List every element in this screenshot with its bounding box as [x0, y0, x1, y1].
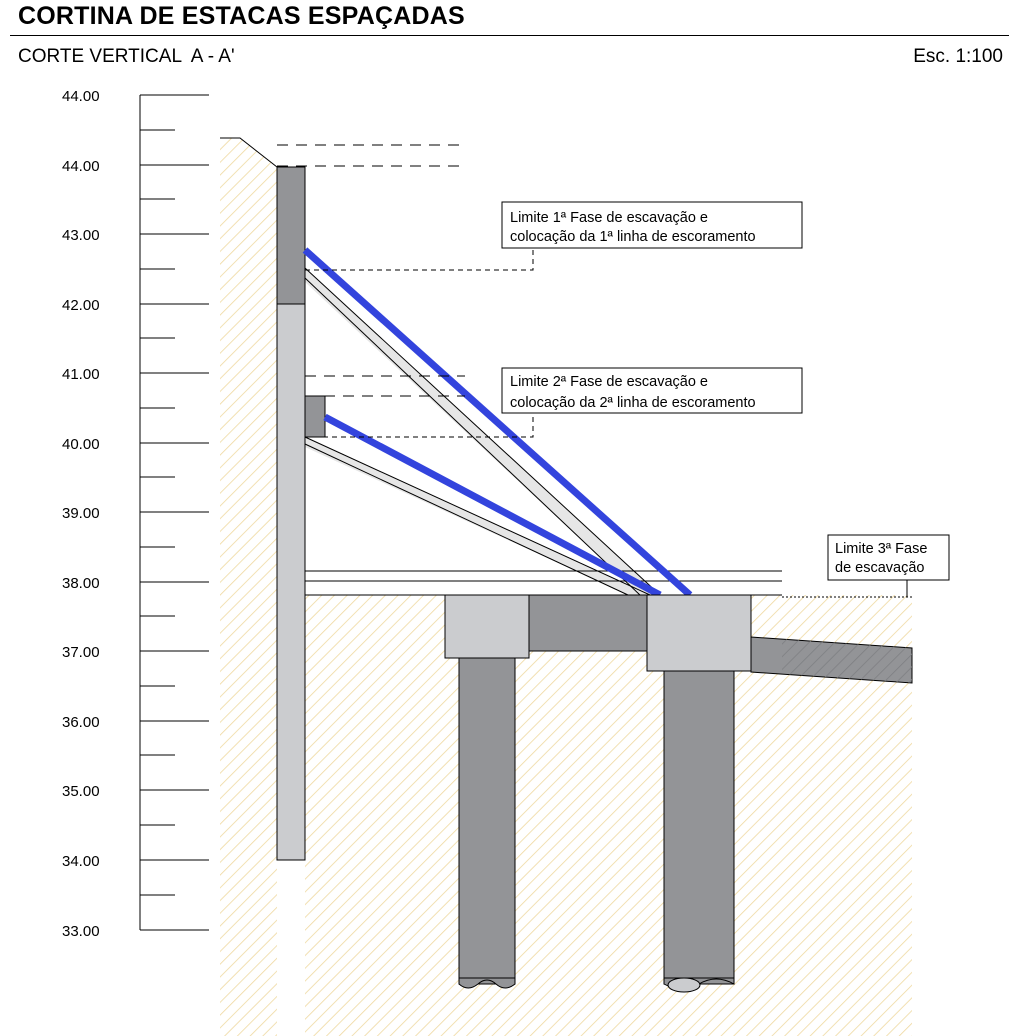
tick-label: 38.00	[62, 575, 100, 592]
tick-label: 41.00	[62, 366, 100, 383]
elevation-ruler	[139, 94, 209, 931]
phase3-callout: Limite 3ª Fase de escavação	[827, 534, 950, 581]
tick-label: 35.00	[62, 783, 100, 800]
section-subtitle: CORTE VERTICAL A - A'	[18, 46, 235, 67]
tick-label: 40.00	[62, 436, 100, 453]
foundation	[444, 594, 913, 993]
pile-cap-right	[646, 594, 752, 672]
phase1-line2: colocação da 1ª linha de escoramento	[510, 229, 756, 245]
pile-right	[663, 670, 735, 985]
tick-label: 36.00	[62, 714, 100, 731]
phase2-line2: colocação da 2ª linha de escoramento	[510, 395, 756, 411]
scale-label: Esc. 1:100	[913, 46, 1003, 67]
pile-cap-left	[444, 594, 530, 659]
excavation-slopes	[304, 267, 661, 596]
tie-beam	[528, 594, 650, 652]
tick-label: 44.00	[62, 158, 100, 175]
soil-mass	[220, 137, 912, 1036]
phase2-line1: Limite 2ª Fase de escavação e	[510, 374, 708, 390]
tick-label: 39.00	[62, 505, 100, 522]
elevation-tick-labels: 44.00 44.00 43.00 42.00 41.00 40.00 39.0…	[62, 88, 100, 940]
phase3-line2: de escavação	[835, 560, 924, 576]
tick-label: 37.00	[62, 644, 100, 661]
pile-left	[458, 657, 516, 985]
title-divider	[10, 35, 1009, 36]
drawing-title: CORTINA DE ESTACAS ESPAÇADAS	[18, 2, 465, 30]
phase1-line1: Limite 1ª Fase de escavação e	[510, 210, 708, 226]
tick-label: 33.00	[62, 923, 100, 940]
tick-label: 44.00	[62, 88, 100, 105]
leader-lines	[305, 248, 908, 597]
phase3-line1: Limite 3ª Fase	[835, 541, 927, 557]
level-dashes	[277, 144, 465, 397]
tick-label: 42.00	[62, 297, 100, 314]
tick-label: 34.00	[62, 853, 100, 870]
phase2-callout: Limite 2ª Fase de escavação e colocação …	[501, 367, 803, 414]
tick-label: 43.00	[62, 227, 100, 244]
strut-line-2	[323, 413, 662, 599]
phase1-callout: Limite 1ª Fase de escavação e colocação …	[501, 201, 803, 249]
sheet-pile-wall	[276, 166, 306, 861]
strut-line-1	[302, 247, 693, 598]
waler-block	[304, 395, 326, 438]
